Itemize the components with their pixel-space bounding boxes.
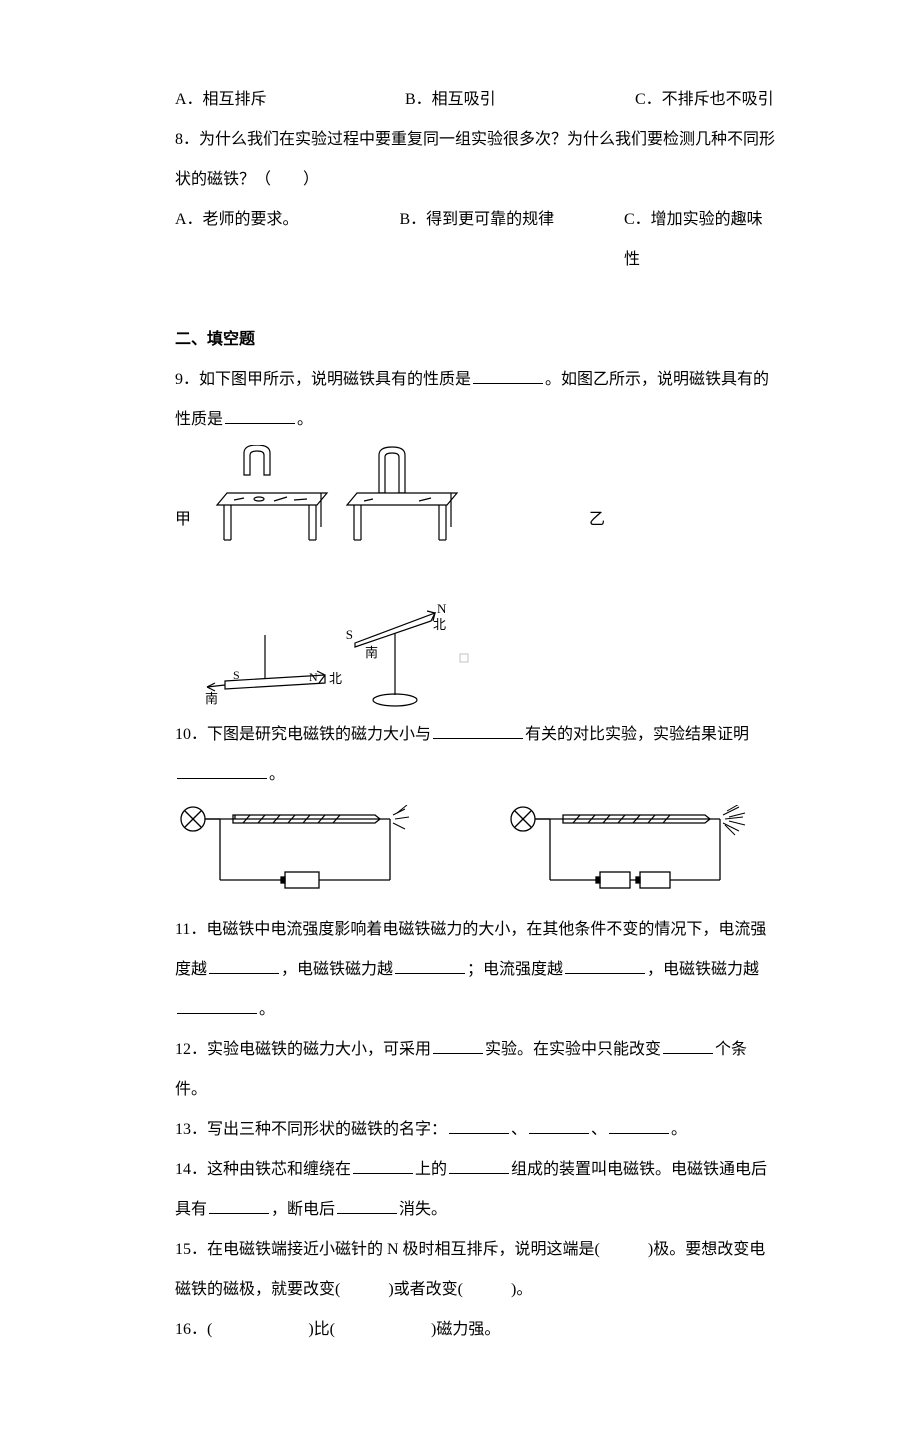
q8-option-c: C．增加实验的趣味性 — [624, 200, 775, 280]
q10-mid: 有关的对比实验，实验结果证明 — [525, 726, 749, 743]
q11-p4: ，电磁铁磁力越 — [647, 961, 759, 978]
q11-blank4 — [177, 997, 257, 1014]
document-page: A．相互排斥 B．相互吸引 C．不排斥也不吸引 8．为什么我们在实验过程中要重复… — [0, 0, 920, 1430]
q12-mid: 实验。在实验中只能改变 — [485, 1041, 661, 1058]
q9-figure-b: N 北 S 南 S N 北 南 — [205, 595, 465, 715]
q14-p4: ，断电后 — [271, 1201, 335, 1218]
q12-pre: 12．实验电磁铁的磁力大小，可采用 — [175, 1041, 431, 1058]
q14-p2: 上的 — [415, 1161, 447, 1178]
q7-options: A．相互排斥 B．相互吸引 C．不排斥也不吸引 — [175, 80, 775, 120]
q13-blank1 — [449, 1117, 509, 1134]
q14-blank1 — [353, 1157, 413, 1174]
q12-blank1 — [433, 1037, 483, 1054]
q8-option-a: A．老师的要求。 — [175, 200, 400, 280]
q10-circuit-left — [175, 805, 445, 900]
q9-blank2 — [225, 407, 295, 424]
q16-text: 16．( )比( )磁力强。 — [175, 1310, 775, 1350]
q10-tail: 。 — [269, 766, 285, 783]
q9-label-left: 甲 — [175, 500, 205, 540]
svg-text:北: 北 — [433, 617, 446, 632]
q13-blank2 — [529, 1117, 589, 1134]
q14-blank4 — [337, 1197, 397, 1214]
q15-text: 15．在电磁铁端接近小磁针的 N 极时相互排斥，说明这端是( )极。要想改变电磁… — [175, 1230, 775, 1310]
q11-blank3 — [565, 957, 645, 974]
svg-text:S: S — [233, 668, 240, 682]
q11-p3: ；电流强度越 — [467, 961, 563, 978]
svg-text:N: N — [309, 670, 318, 684]
q11-blank1 — [209, 957, 279, 974]
q13-sep2: 、 — [591, 1121, 607, 1138]
q13-sep1: 、 — [511, 1121, 527, 1138]
q11-blank2 — [395, 957, 465, 974]
svg-text:北: 北 — [329, 671, 342, 686]
q10-figures — [175, 805, 775, 900]
q13-text: 13．写出三种不同形状的磁铁的名字： 、 、 。 — [175, 1110, 775, 1150]
q10-blank1 — [433, 722, 523, 739]
q11-text: 11．电磁铁中电流强度影响着电磁铁磁力的大小，在其他条件不变的情况下，电流强度越… — [175, 910, 775, 1030]
q14-blank2 — [449, 1157, 509, 1174]
q12-blank2 — [663, 1037, 713, 1054]
q7-option-a: A．相互排斥 — [175, 80, 405, 120]
q14-text: 14．这种由铁芯和缠绕在上的组成的装置叫电磁铁。电磁铁通电后具有，断电后消失。 — [175, 1150, 775, 1230]
q8-options: A．老师的要求。 B．得到更可靠的规律 C．增加实验的趣味性 — [175, 200, 775, 280]
q12-text: 12．实验电磁铁的磁力大小，可采用实验。在实验中只能改变个条件。 — [175, 1030, 775, 1110]
q7-option-b: B．相互吸引 — [405, 80, 635, 120]
svg-text:南: 南 — [205, 691, 218, 706]
q13-pre: 13．写出三种不同形状的磁铁的名字： — [175, 1121, 447, 1138]
q9-pre1: 9．如下图甲所示，说明磁铁具有的性质是 — [175, 371, 471, 388]
q9-blank1 — [473, 367, 543, 384]
q11-p2: ，电磁铁磁力越 — [281, 961, 393, 978]
q7-option-c: C．不排斥也不吸引 — [635, 80, 774, 120]
q14-tail: 消失。 — [399, 1201, 447, 1218]
q10-text: 10．下图是研究电磁铁的磁力大小与 有关的对比实验，实验结果证明。 — [175, 715, 775, 795]
q10-circuit-right — [505, 805, 775, 900]
q9-text: 9．如下图甲所示，说明磁铁具有的性质是。如图乙所示，说明磁铁具有的性质是。 — [175, 360, 775, 440]
q10-pre: 10．下图是研究电磁铁的磁力大小与 — [175, 726, 431, 743]
q11-tail: 。 — [259, 1001, 275, 1018]
q8-text: 8．为什么我们在实验过程中要重复同一组实验很多次？为什么我们要检测几种不同形状的… — [175, 120, 775, 200]
q14-blank3 — [209, 1197, 269, 1214]
q9-figure-a — [209, 445, 469, 595]
marker-icon — [457, 651, 471, 665]
q9-label-right: 乙 — [589, 500, 605, 540]
spacer — [175, 280, 775, 320]
q10-blank2 — [177, 762, 267, 779]
svg-text:S: S — [346, 627, 353, 642]
q8-option-b: B．得到更可靠的规律 — [400, 200, 625, 280]
svg-text:南: 南 — [365, 645, 378, 660]
q14-pre: 14．这种由铁芯和缠绕在 — [175, 1161, 351, 1178]
svg-text:N: N — [437, 601, 447, 616]
q9-figure-row-a: 甲 — [175, 445, 775, 595]
q9-tail: 。 — [297, 411, 313, 428]
section-2-title: 二、填空题 — [175, 320, 775, 360]
q13-blank3 — [609, 1117, 669, 1134]
q13-tail: 。 — [671, 1121, 687, 1138]
